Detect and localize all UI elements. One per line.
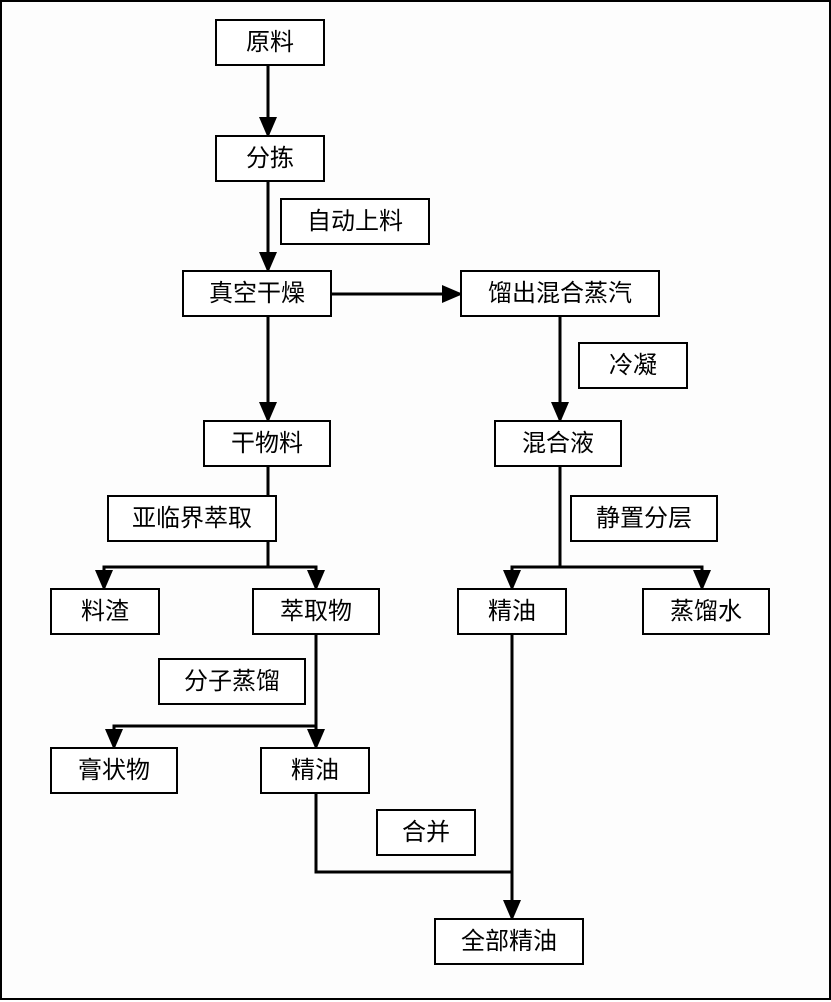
node-label: 全部精油: [461, 930, 557, 954]
edge-label-text: 合并: [402, 821, 450, 845]
node-label: 馏出混合蒸汽: [488, 282, 632, 306]
node-label: 料渣: [81, 600, 129, 624]
label-merge: 合并: [376, 809, 476, 856]
edge-label-text: 分子蒸馏: [184, 670, 280, 694]
label-condense: 冷凝: [578, 342, 688, 389]
edge-label-text: 静置分层: [596, 507, 692, 531]
node-sort: 分拣: [215, 135, 325, 182]
node-raw: 原料: [215, 19, 325, 66]
label-subcrit: 亚临界萃取: [107, 495, 277, 542]
node-label: 原料: [246, 31, 294, 55]
node-label: 蒸馏水: [670, 600, 742, 624]
node-label: 萃取物: [280, 600, 352, 624]
node-label: 真空干燥: [209, 282, 305, 306]
node-vacdry: 真空干燥: [182, 270, 332, 317]
edge-label-text: 亚临界萃取: [132, 507, 252, 531]
node-paste: 膏状物: [50, 747, 178, 794]
node-extract: 萃取物: [252, 588, 380, 635]
node-drymat: 干物料: [203, 420, 331, 467]
edge-label-text: 自动上料: [307, 210, 403, 234]
label-moldist: 分子蒸馏: [158, 658, 306, 705]
node-label: 膏状物: [78, 759, 150, 783]
node-alloil: 全部精油: [434, 918, 584, 965]
node-label: 精油: [488, 600, 536, 624]
node-distvap: 馏出混合蒸汽: [460, 270, 660, 317]
node-residue: 料渣: [50, 588, 160, 635]
node-essoil-l: 精油: [260, 747, 370, 794]
node-label: 干物料: [231, 432, 303, 456]
node-distwater: 蒸馏水: [642, 588, 770, 635]
node-mixliq: 混合液: [494, 420, 622, 467]
label-autofeed: 自动上料: [280, 198, 430, 245]
flowchart-canvas: 原料 分拣 真空干燥 馏出混合蒸汽 干物料 混合液 料渣 萃取物 精油 蒸馏水 …: [0, 0, 831, 1000]
edge-label-text: 冷凝: [609, 354, 657, 378]
label-settle: 静置分层: [570, 495, 718, 542]
node-label: 混合液: [522, 432, 594, 456]
node-label: 精油: [291, 759, 339, 783]
node-essoil-r: 精油: [457, 588, 567, 635]
node-label: 分拣: [246, 147, 294, 171]
